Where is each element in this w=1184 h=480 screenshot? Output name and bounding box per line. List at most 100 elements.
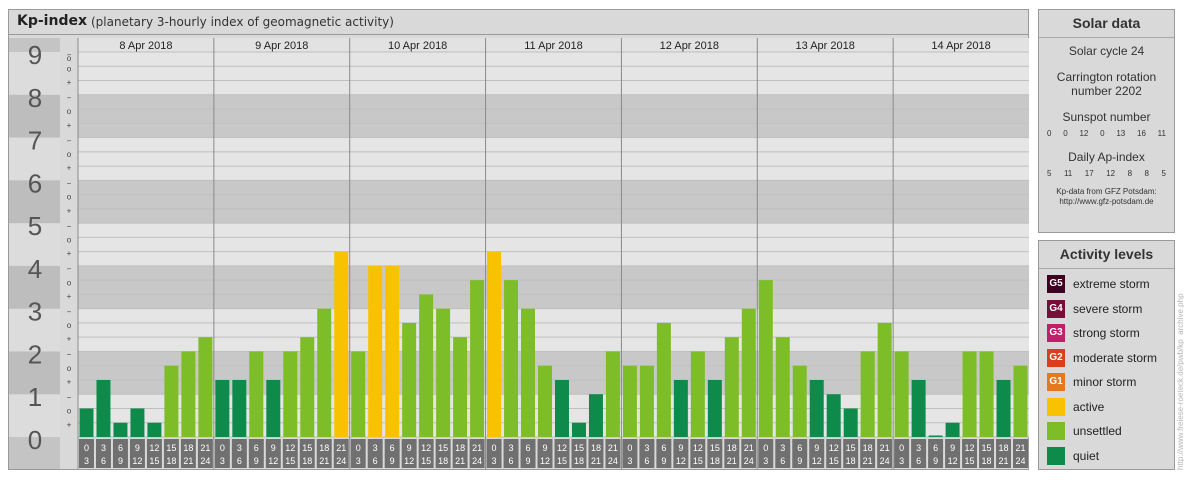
time-start-label: 6 — [118, 443, 123, 453]
solar-data-panel: Solar data Solar cycle 24 Carrington rot… — [1038, 9, 1175, 233]
time-start-label: 3 — [237, 443, 242, 453]
kp-bar — [928, 435, 943, 437]
ap-value: 11 — [1063, 169, 1073, 178]
kp-bar — [894, 351, 909, 437]
time-end-label: 21 — [591, 456, 601, 466]
y-number-band — [9, 308, 60, 352]
kp-bar — [470, 280, 485, 437]
time-end-label: 24 — [744, 456, 754, 466]
level-active: active — [1039, 395, 1174, 420]
sub-tick-label: − — [67, 179, 72, 188]
kp-bar — [96, 379, 111, 437]
sub-tick-label: + — [67, 206, 72, 215]
time-cell — [180, 439, 196, 468]
time-end-label: 9 — [118, 456, 123, 466]
time-start-label: 18 — [319, 443, 329, 453]
solar-cycle: Solar cycle 24 — [1068, 44, 1145, 58]
sub-tick-label: − — [67, 93, 72, 102]
time-end-label: 21 — [455, 456, 465, 466]
sub-tick-label: + — [67, 335, 72, 344]
time-cell — [333, 439, 349, 468]
sunspot-value: 13 — [1116, 129, 1126, 138]
kp-bar — [656, 322, 671, 437]
ap-value: 5 — [1047, 169, 1052, 178]
time-start-label: 0 — [220, 443, 225, 453]
time-cell — [129, 439, 145, 468]
level-band — [78, 137, 1029, 181]
time-start-label: 21 — [336, 443, 346, 453]
sunspot-value: 11 — [1157, 129, 1166, 138]
level-swatch — [1047, 422, 1065, 441]
time-cell — [622, 439, 638, 468]
time-start-label: 6 — [933, 443, 938, 453]
time-cell — [843, 439, 859, 468]
time-end-label: 21 — [183, 456, 193, 466]
time-cell — [826, 439, 842, 468]
y-tick-label: 9 — [28, 40, 42, 70]
chart-title-bar: Kp-index (planetary 3-hourly index of ge… — [9, 10, 1028, 35]
time-cell — [690, 439, 706, 468]
time-cell — [945, 439, 961, 468]
time-start-label: 3 — [101, 443, 106, 453]
kp-bar — [877, 322, 892, 437]
day-label: 13 Apr 2018 — [796, 40, 855, 52]
time-end-label: 6 — [916, 456, 921, 466]
time-end-label: 18 — [302, 456, 312, 466]
kp-bar — [113, 422, 128, 437]
y-number-band — [9, 394, 60, 437]
y-tick-label: 0 — [28, 425, 42, 455]
level-band — [78, 94, 1029, 138]
kp-bar — [521, 308, 536, 437]
time-cell — [911, 439, 927, 468]
kp-bar — [758, 280, 773, 437]
kp-bar — [504, 280, 519, 437]
kp-bar — [402, 322, 417, 437]
time-end-label: 18 — [982, 456, 992, 466]
time-start-label: 6 — [661, 443, 666, 453]
sub-tick-label: o — [67, 236, 72, 245]
kp-bar — [860, 351, 875, 437]
time-start-label: 12 — [149, 443, 159, 453]
kp-bar — [198, 337, 213, 437]
time-start-label: 21 — [472, 443, 482, 453]
day-label: 12 Apr 2018 — [660, 40, 719, 52]
level-band — [78, 308, 1029, 352]
kp-bar — [605, 351, 620, 437]
time-end-label: 9 — [390, 456, 395, 466]
time-cell — [1013, 439, 1028, 468]
level-label: severe storm — [1073, 301, 1143, 316]
time-start-label: 12 — [285, 443, 295, 453]
time-start-label: 21 — [744, 443, 754, 453]
y-number-band — [9, 137, 60, 181]
time-cell — [214, 439, 230, 468]
time-end-label: 6 — [237, 456, 242, 466]
sub-tick-label: o — [67, 364, 72, 373]
kp-bar — [385, 265, 400, 437]
kp-bar — [419, 294, 434, 437]
y-tick-label: 2 — [28, 339, 42, 369]
kp-bar — [300, 337, 315, 437]
time-end-label: 9 — [526, 456, 531, 466]
kp-bar — [792, 365, 807, 437]
time-cell — [112, 439, 128, 468]
day-label: 9 Apr 2018 — [255, 40, 308, 52]
time-start-label: 12 — [965, 443, 975, 453]
kp-bar — [1013, 365, 1028, 437]
sub-tick-label: o — [67, 407, 72, 416]
source-note-2[interactable]: http://www.gfz-potsdam.de — [1059, 197, 1154, 206]
day-header-strip — [78, 38, 1029, 52]
time-start-label: 21 — [200, 443, 210, 453]
time-start-label: 18 — [455, 443, 465, 453]
chart-subtitle: (planetary 3-hourly index of geomagnetic… — [91, 15, 394, 29]
y-tick-label: 8 — [28, 83, 42, 113]
time-end-label: 15 — [285, 456, 295, 466]
time-start-label: 12 — [557, 443, 567, 453]
time-start-label: 3 — [780, 443, 785, 453]
kp-bar — [639, 365, 654, 437]
credit-url[interactable]: http://www.freiese-roeteck.de/pwb/kp_arc… — [1176, 293, 1184, 470]
time-end-label: 3 — [356, 456, 361, 466]
kp-bar — [164, 365, 179, 437]
time-cell — [197, 439, 213, 468]
time-cell — [792, 439, 808, 468]
time-end-label: 12 — [540, 456, 550, 466]
